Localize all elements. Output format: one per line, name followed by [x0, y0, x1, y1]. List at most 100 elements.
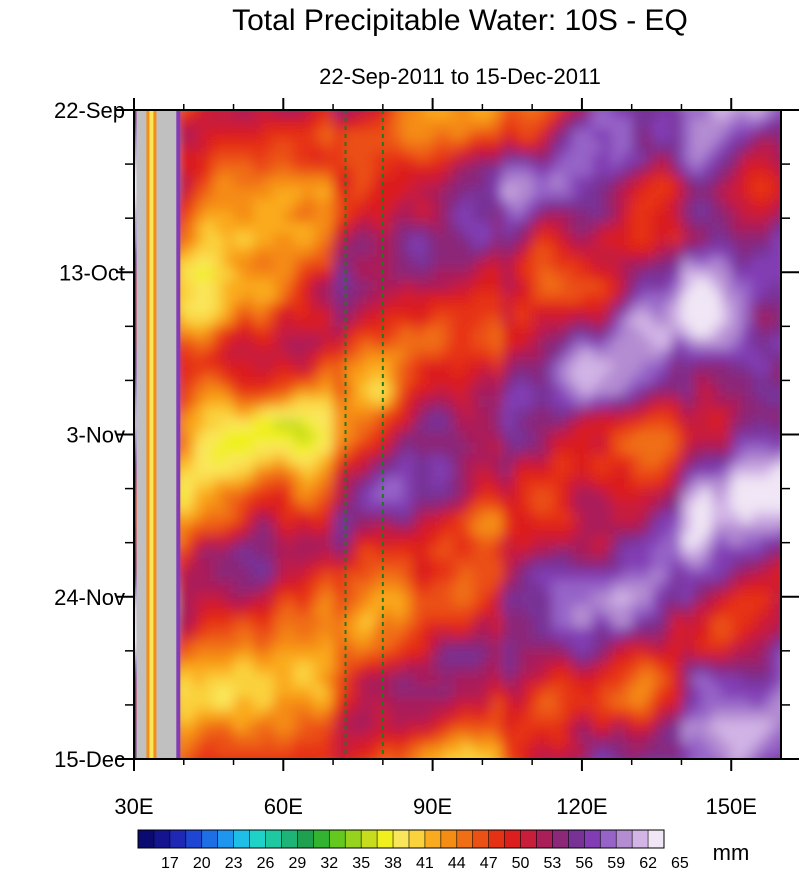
field-cell	[671, 639, 683, 652]
field-cell	[412, 511, 424, 525]
field-cell	[731, 361, 743, 374]
field-cell	[631, 743, 643, 757]
field-cell	[472, 187, 484, 200]
field-cell	[532, 198, 544, 212]
field-cell	[313, 767, 324, 780]
field-cell	[214, 95, 225, 108]
field-cell	[701, 280, 713, 293]
field-cell	[422, 639, 434, 652]
field-cell	[611, 314, 623, 328]
field-cell	[372, 755, 384, 759]
field-cell	[223, 187, 235, 200]
field-cell	[362, 477, 374, 490]
field-cell	[751, 395, 763, 409]
field-cell	[213, 430, 225, 444]
field-cell	[382, 326, 394, 339]
field-cell	[751, 616, 763, 629]
field-cell	[193, 175, 205, 189]
field-cell	[691, 140, 703, 154]
field-cell	[522, 639, 534, 652]
field-cell	[392, 604, 404, 618]
field-cell	[382, 407, 394, 421]
field-cell	[174, 767, 185, 780]
field-cell	[273, 384, 285, 397]
field-cell	[313, 384, 325, 397]
field-cell	[313, 349, 325, 363]
field-cell	[631, 152, 643, 166]
field-cell	[611, 627, 623, 641]
field-cell	[721, 361, 733, 374]
field-cell	[552, 395, 564, 409]
field-cell	[323, 604, 335, 618]
field-cell	[681, 117, 693, 131]
field-cell	[353, 187, 364, 200]
field-cell	[741, 662, 753, 675]
field-cell	[452, 627, 464, 641]
field-cell	[442, 280, 454, 293]
field-cell	[631, 569, 643, 583]
field-cell	[652, 95, 663, 108]
field-cell	[462, 419, 474, 432]
field-cell	[532, 419, 544, 432]
field-cell	[412, 419, 424, 432]
field-cell	[203, 708, 215, 722]
field-cell	[502, 604, 514, 618]
field-cell	[223, 349, 235, 363]
field-cell	[761, 453, 773, 467]
field-cell	[522, 523, 534, 536]
field-cell	[392, 407, 404, 421]
colorbar-swatch	[632, 830, 649, 848]
field-cell	[632, 95, 643, 108]
field-cell	[731, 488, 743, 502]
field-cell	[263, 198, 275, 212]
field-cell	[422, 419, 434, 432]
field-cell	[293, 755, 305, 759]
field-cell	[661, 268, 673, 281]
field-cell	[522, 697, 534, 710]
field-cell	[313, 569, 325, 583]
field-cell	[601, 685, 613, 699]
field-cell	[522, 152, 534, 166]
field-cell	[601, 604, 613, 618]
field-cell	[552, 685, 564, 699]
field-cell	[333, 639, 345, 652]
field-cell	[631, 110, 643, 119]
field-cell	[353, 222, 364, 235]
field-cell	[581, 419, 593, 432]
field-cell	[631, 616, 643, 629]
field-cell	[283, 117, 295, 131]
field-cell	[402, 349, 414, 363]
field-cell	[562, 349, 573, 363]
field-cell	[432, 453, 444, 467]
field-cell	[323, 372, 335, 386]
field-cell	[542, 361, 554, 374]
field-cell	[502, 755, 514, 759]
field-cell	[761, 407, 773, 421]
field-cell	[681, 708, 693, 722]
field-cell	[562, 164, 573, 177]
field-cell	[611, 708, 623, 722]
field-cell	[631, 639, 643, 652]
field-cell	[591, 685, 603, 699]
field-cell	[472, 349, 484, 363]
field-cell	[781, 697, 792, 710]
field-cell	[313, 488, 325, 502]
field-cell	[382, 685, 394, 699]
field-cell	[333, 372, 345, 386]
field-cell	[502, 767, 513, 780]
field-cell	[233, 697, 245, 710]
field-cell	[721, 384, 733, 397]
colorbar-swatch	[377, 830, 394, 848]
field-cell	[562, 569, 573, 583]
field-cell	[682, 767, 693, 780]
field-cell	[313, 465, 325, 478]
field-cell	[512, 674, 524, 687]
field-cell	[532, 222, 544, 235]
field-cell	[193, 303, 205, 316]
field-cell	[462, 639, 474, 652]
field-cell	[562, 110, 573, 119]
field-cell	[761, 604, 773, 618]
field-cell	[223, 164, 235, 177]
field-cell	[601, 198, 613, 212]
